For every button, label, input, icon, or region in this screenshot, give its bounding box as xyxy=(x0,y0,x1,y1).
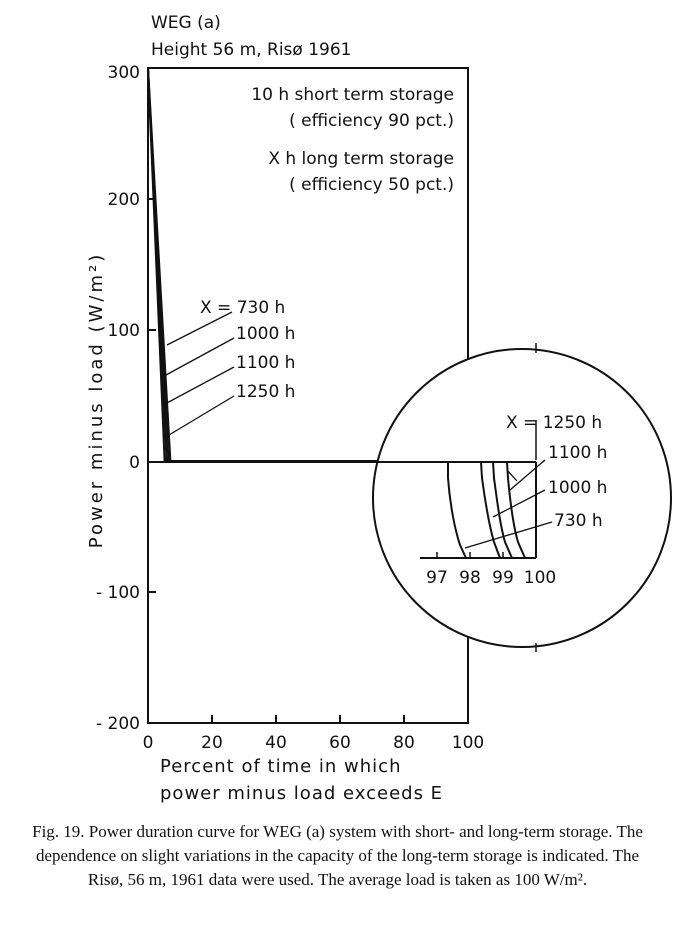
y-axis-label: Power minus load (W/m²) xyxy=(86,252,107,548)
series-label-1250: 1250 h xyxy=(236,382,295,402)
x-tick-20: 20 xyxy=(201,733,223,753)
inset-label-1250: X = 1250 h xyxy=(506,413,602,433)
chart-title-line-2: Height 56 m, Risø 1961 xyxy=(151,40,351,60)
x-tick-60: 60 xyxy=(329,733,351,753)
inset-label-1000: 1000 h xyxy=(548,478,607,498)
inset-x-tick-99: 99 xyxy=(492,568,514,588)
short-term-efficiency-label: ( efficiency 90 pct.) xyxy=(289,111,454,131)
figure-caption: Fig. 19. Power duration curve for WEG (a… xyxy=(32,822,643,889)
x-axis-label-line-1: Percent of time in which xyxy=(160,756,401,777)
series-leader-lines xyxy=(163,311,235,439)
inset-label-1100: 1100 h xyxy=(548,443,607,463)
long-term-storage-label: X h long term storage xyxy=(268,149,454,169)
y-tick-200: 200 xyxy=(108,190,140,210)
long-term-efficiency-label: ( efficiency 50 pct.) xyxy=(289,175,454,195)
series-label-730: X = 730 h xyxy=(200,298,285,318)
x-tick-80: 80 xyxy=(393,733,415,753)
y-tick-minus-200: - 200 xyxy=(96,714,140,734)
y-tick-0: 0 xyxy=(129,453,140,473)
inset-x-tick-100: 100 xyxy=(524,568,556,588)
x-tick-marks xyxy=(211,715,405,723)
power-duration-chart: WEG (a) Height 56 m, Risø 1961 300 200 1… xyxy=(86,13,672,804)
series-label-1000: 1000 h xyxy=(236,324,295,344)
x-tick-100: 100 xyxy=(452,733,484,753)
x-tick-0: 0 xyxy=(143,733,154,753)
magnified-inset: 97 98 99 100 X = 1250 h 1100 h 1000 h 73… xyxy=(372,343,672,652)
inset-label-730: 730 h xyxy=(554,511,603,531)
inset-circle xyxy=(372,348,672,648)
short-term-storage-label: 10 h short term storage xyxy=(251,85,454,105)
chart-title-line-1: WEG (a) xyxy=(151,13,221,33)
series-line-3 xyxy=(147,67,468,462)
y-tick-100: 100 xyxy=(108,321,140,341)
y-tick-minus-100: - 100 xyxy=(96,583,140,603)
series-label-1100: 1100 h xyxy=(236,353,295,373)
inset-x-tick-97: 97 xyxy=(426,568,448,588)
y-tick-300: 300 xyxy=(108,63,140,83)
series-layer xyxy=(147,67,468,462)
inset-x-tick-98: 98 xyxy=(459,568,481,588)
x-tick-40: 40 xyxy=(265,733,287,753)
x-axis-label-line-2: power minus load exceeds E xyxy=(160,783,443,804)
y-tick-marks xyxy=(148,198,156,593)
